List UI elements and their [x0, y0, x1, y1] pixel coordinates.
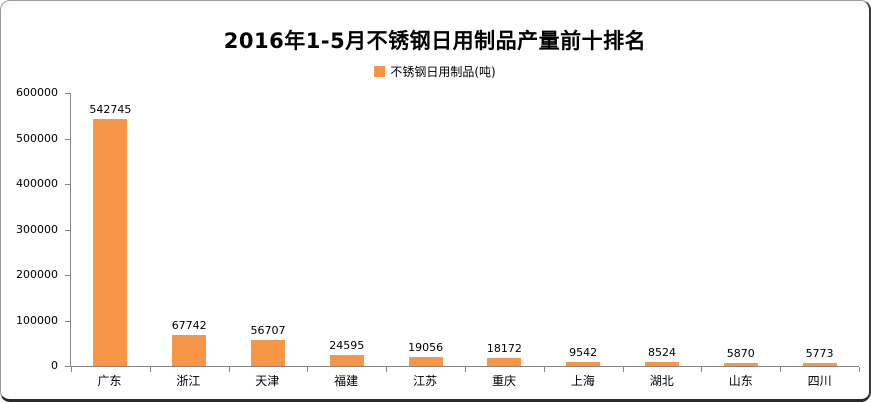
plot-area: 542745 67742 56707 24595 19056 18172 9542 8524 5…	[16, 86, 860, 372]
legend: 不锈钢日用制品(吨)	[1, 63, 869, 80]
bar-data-label: 5870	[726, 347, 755, 361]
x-category-label: 浙江	[176, 374, 201, 388]
bar	[723, 363, 758, 366]
bar-data-label: 19056	[408, 341, 444, 355]
bar-slot: 56707	[229, 93, 308, 366]
bar-data-label: 542745	[89, 103, 132, 117]
bar-data-label: 24595	[329, 338, 365, 352]
bar	[566, 361, 601, 366]
legend-label: 不锈钢日用制品(吨)	[390, 65, 496, 79]
y-tick-label: 400000	[16, 177, 58, 190]
bar	[329, 354, 364, 366]
bar	[250, 340, 285, 366]
bar	[172, 335, 207, 366]
chart-title: 2016年1-5月不锈钢日用制品产量前十排名	[223, 29, 647, 53]
x-tick-mark	[149, 367, 151, 372]
x-tick-mark	[307, 367, 309, 372]
bar	[802, 363, 837, 366]
bar-data-label: 18172	[486, 341, 522, 355]
bars-container: 542745 67742 56707 24595 19056 18172 9542 8524 5…	[71, 93, 859, 366]
x-category-label: 四川	[807, 374, 832, 388]
y-tick-label: 300000	[16, 222, 58, 236]
x-category-label: 湖北	[649, 374, 674, 388]
x-category-label: 天津	[255, 374, 280, 388]
y-tick-label: 200000	[16, 268, 58, 281]
bar	[408, 357, 443, 366]
y-tick-label: 600000	[16, 86, 58, 99]
x-category-label: 江苏	[413, 374, 438, 388]
x-tick-mark	[71, 367, 72, 372]
legend-marker-icon	[374, 66, 386, 77]
x-category-label: 重庆	[491, 374, 516, 388]
x-category-label: 广东	[97, 374, 122, 388]
bar-data-label: 8524	[647, 346, 676, 360]
y-tick-mark	[65, 184, 70, 185]
y-tick-label: 0	[51, 359, 58, 372]
x-category-label: 上海	[570, 374, 595, 388]
y-tick-mark	[65, 138, 70, 140]
bar-data-label: 9542	[569, 345, 598, 359]
y-tick-mark	[65, 93, 70, 94]
bar-slot: 542745	[71, 93, 150, 366]
x-tick-mark	[386, 367, 388, 372]
bar-slot: 24595	[307, 93, 386, 366]
bar-slot: 8524	[623, 93, 702, 366]
x-category-label: 福建	[334, 374, 359, 388]
bar-slot: 5870	[701, 93, 780, 366]
bar-data-label: 5773	[805, 347, 834, 361]
y-tick-mark	[65, 320, 70, 322]
bar	[487, 357, 522, 366]
y-tick-mark	[65, 229, 70, 231]
x-tick-mark	[701, 367, 703, 372]
y-tick-mark	[65, 366, 70, 367]
x-tick-mark	[543, 367, 545, 372]
bar	[644, 362, 679, 366]
bar-data-label: 56707	[250, 324, 286, 338]
y-tick-label: 100000	[16, 313, 58, 327]
bar-slot: 67742	[150, 93, 229, 366]
x-axis-labels: 广东 浙江 天津 福建 江苏 重庆 上海 湖北 山东 四川	[70, 372, 859, 389]
x-category-label: 山东	[728, 374, 753, 388]
x-tick-mark	[465, 367, 466, 372]
bar-slot: 5773	[780, 93, 859, 366]
x-tick-mark	[859, 367, 860, 372]
bar-slot: 9542	[544, 93, 623, 366]
y-tick-label: 500000	[16, 131, 58, 145]
x-tick-mark	[622, 367, 624, 372]
y-tick-mark	[65, 275, 70, 276]
x-tick-mark	[780, 367, 782, 372]
bar-data-label: 67742	[171, 319, 207, 333]
bar-slot: 19056	[386, 93, 465, 366]
x-tick-mark	[228, 367, 230, 372]
bar	[93, 119, 128, 366]
bar-slot: 18172	[465, 93, 544, 366]
